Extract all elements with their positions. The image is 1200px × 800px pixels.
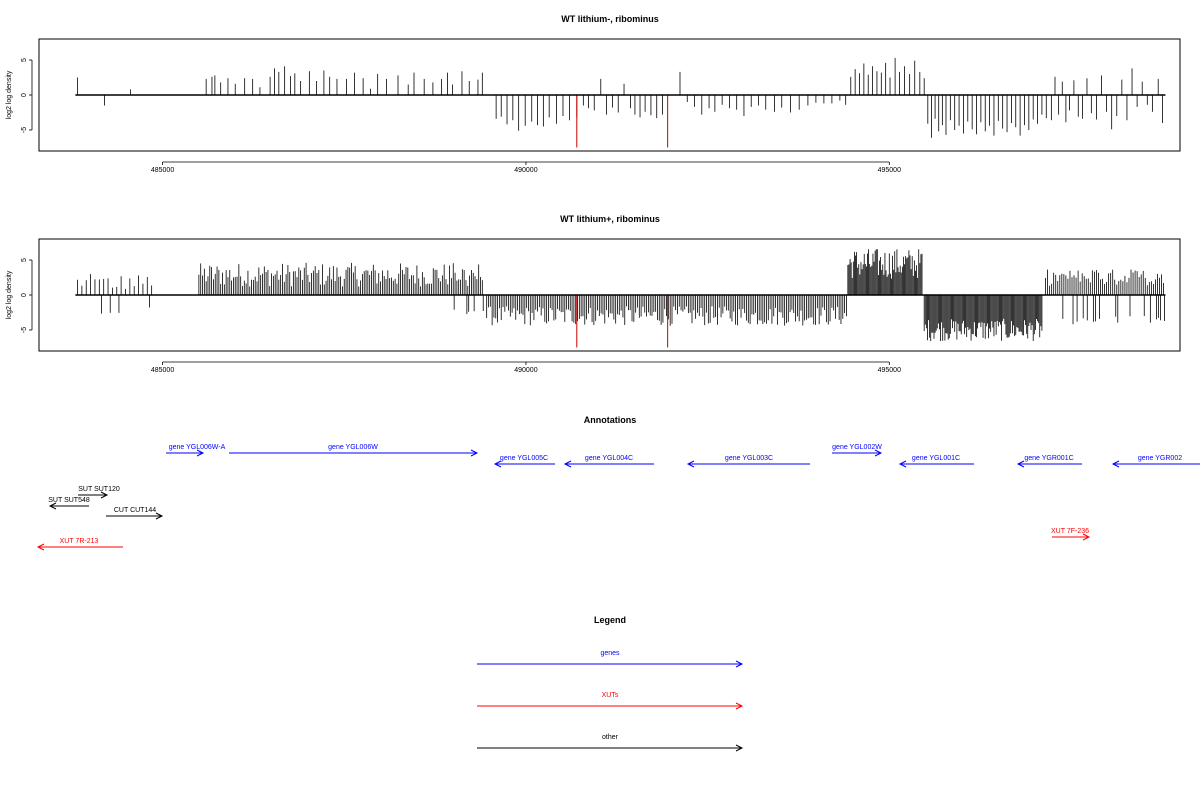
bar-series [75, 57, 1166, 148]
gene-feature: gene YGL003C [686, 455, 810, 468]
arrow-head [493, 460, 502, 468]
arrow-head [100, 491, 109, 499]
gene-feature: gene YGL005C [493, 455, 555, 468]
gene-label: gene YGL004C [585, 455, 633, 462]
x-tick-label: 490000 [514, 367, 537, 374]
x-tick-label: 495000 [878, 167, 901, 174]
axes: -5 0 5 485000 490000 495000 [21, 58, 901, 174]
gene-feature: gene YGR001C [1016, 455, 1082, 468]
x-tick-label: 490000 [514, 167, 537, 174]
bar-series [75, 249, 1166, 348]
legend-label: XUTs [602, 692, 619, 699]
plot-frame [38, 38, 1181, 152]
other-label: CUT CUT144 [114, 507, 156, 514]
arrow-head [563, 460, 572, 468]
gene-feature: gene YGL006W-A [166, 444, 226, 457]
arrow-head [155, 512, 164, 520]
x-tick-label: 495000 [878, 367, 901, 374]
legend-item: other [477, 734, 744, 752]
arrow-head [196, 449, 205, 457]
gene-label: gene YGL006W [328, 444, 378, 451]
y-tick-label: 5 [21, 58, 28, 62]
gene-feature: gene YGR002 [1111, 455, 1200, 468]
legend-label: genes [600, 650, 620, 657]
arrow-head [1016, 460, 1025, 468]
track-panel-lithium-plus: WT lithium+, ribominus log2 log density … [6, 214, 1181, 374]
gene-label: gene YGR002 [1138, 455, 1182, 462]
arrow-head [874, 449, 883, 457]
xut-feature: XUT 7F-236 [1051, 528, 1091, 541]
arrow-head [470, 449, 479, 457]
other-feature: SUT SUT548 [48, 497, 90, 510]
other-feature: SUT SUT120 [78, 486, 120, 499]
y-tick-label: 0 [21, 293, 28, 297]
other-label: SUT SUT548 [48, 497, 90, 504]
arrow-head [898, 460, 907, 468]
gene-label: gene YGL001C [912, 455, 960, 462]
xut-label: XUT 7F-236 [1051, 528, 1089, 535]
gene-feature: gene YGL004C [563, 455, 654, 468]
arrow-head [1082, 533, 1091, 541]
gene-feature: gene YGL002W [832, 444, 883, 457]
xut-label: XUT 7R-213 [60, 538, 99, 545]
y-axis-label: log2 log density [6, 270, 13, 319]
legend-items: genes XUTs other [477, 650, 744, 752]
gene-feature: gene YGL001C [898, 455, 974, 468]
arrow-head [48, 502, 57, 510]
arrow-head [735, 744, 744, 752]
y-axis-label: log2 log density [6, 70, 13, 119]
arrow-head [735, 702, 744, 710]
gene-feature: gene YGL006W [229, 444, 479, 457]
y-tick-label: 0 [21, 93, 28, 97]
y-tick-label: 5 [21, 258, 28, 262]
x-tick-label: 485000 [151, 167, 174, 174]
arrow-head [686, 460, 695, 468]
x-tick-label: 485000 [151, 367, 174, 374]
legend-title: Legend [594, 615, 626, 625]
y-tick-label: -5 [21, 127, 28, 133]
other-label: SUT SUT120 [78, 486, 120, 493]
track-panel-lithium-minus: WT lithium-, ribominus log2 log density … [6, 14, 1181, 174]
arrow-head [735, 660, 744, 668]
gene-label: gene YGL005C [500, 455, 548, 462]
other-feature: CUT CUT144 [106, 507, 164, 520]
plot-frame [38, 238, 1181, 352]
gene-label: gene YGL003C [725, 455, 773, 462]
gene-label: gene YGL006W-A [169, 444, 226, 451]
xut-feature: XUT 7R-213 [36, 538, 123, 551]
annotations-panel: Annotations gene YGL006W-A gene YGL006Wge… [36, 415, 1200, 551]
legend: Legend genes XUTs other [477, 615, 744, 752]
legend-item: genes [477, 650, 744, 668]
arrow-head [36, 543, 45, 551]
annotations-title: Annotations [584, 415, 637, 425]
y-tick-label: -5 [21, 327, 28, 333]
legend-label: other [602, 734, 619, 741]
legend-item: XUTs [477, 692, 744, 710]
gene-label: gene YGL002W [832, 444, 882, 451]
axes: -5 0 5 485000 490000 495000 [21, 258, 901, 374]
gene-label: gene YGR001C [1024, 455, 1073, 462]
track-title: WT lithium-, ribominus [561, 14, 659, 24]
track-title: WT lithium+, ribominus [560, 214, 660, 224]
annotation-features: gene YGL006W-A gene YGL006W gene YGL005C ge… [36, 444, 1200, 551]
arrow-head [1111, 460, 1120, 468]
